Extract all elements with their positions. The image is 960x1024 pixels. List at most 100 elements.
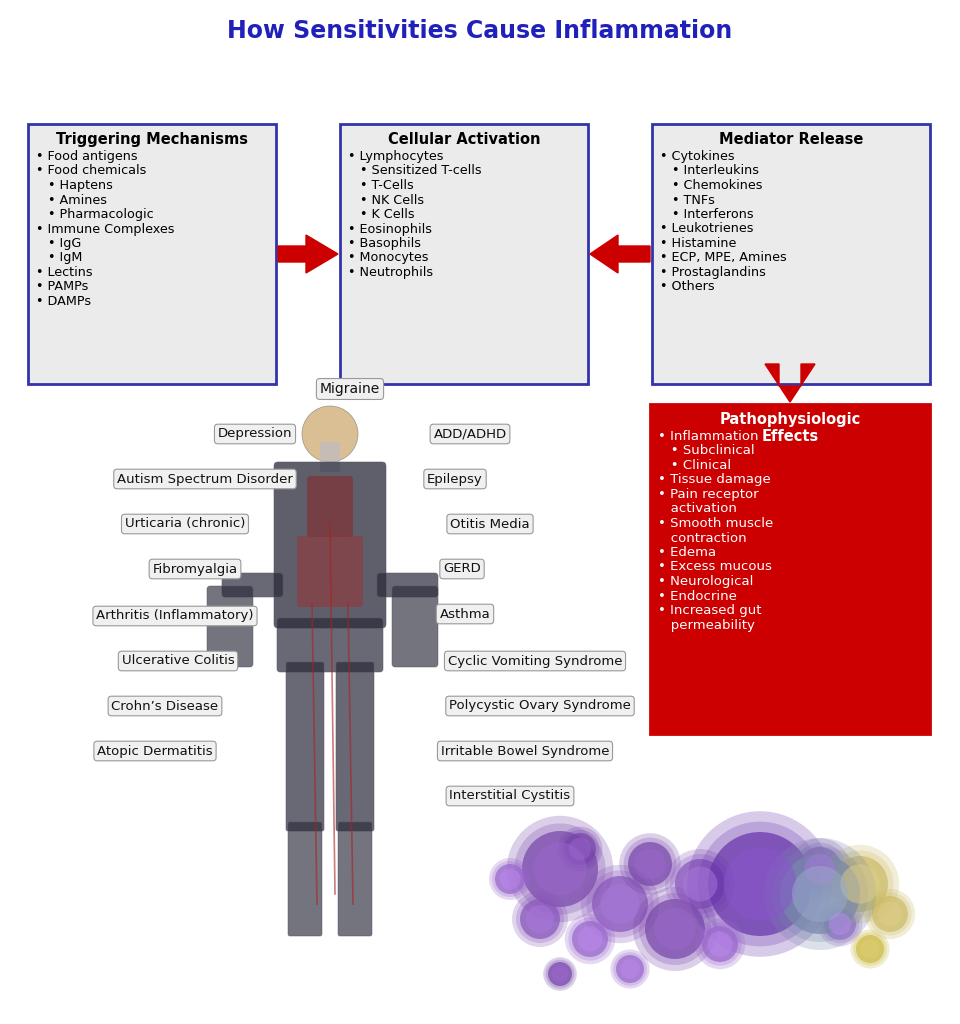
Text: • Amines: • Amines bbox=[36, 194, 107, 207]
Circle shape bbox=[568, 838, 591, 860]
Text: • Prostaglandins: • Prostaglandins bbox=[660, 266, 766, 279]
Circle shape bbox=[558, 826, 603, 871]
Circle shape bbox=[302, 406, 358, 462]
Circle shape bbox=[489, 858, 531, 900]
Circle shape bbox=[818, 901, 862, 946]
Circle shape bbox=[869, 892, 912, 936]
Text: • Cytokines: • Cytokines bbox=[660, 150, 734, 163]
Text: • Haptens: • Haptens bbox=[36, 179, 113, 193]
Text: Migraine: Migraine bbox=[320, 382, 380, 396]
Text: • DAMPs: • DAMPs bbox=[36, 295, 91, 308]
Text: • Tissue damage: • Tissue damage bbox=[658, 473, 771, 486]
Circle shape bbox=[499, 868, 520, 890]
Text: Depression: Depression bbox=[218, 427, 292, 440]
Circle shape bbox=[827, 850, 894, 918]
FancyBboxPatch shape bbox=[28, 124, 276, 384]
FancyBboxPatch shape bbox=[392, 586, 438, 667]
Circle shape bbox=[620, 959, 639, 979]
Text: • Clinical: • Clinical bbox=[658, 459, 732, 472]
Text: Triggering Mechanisms: Triggering Mechanisms bbox=[56, 132, 248, 147]
Circle shape bbox=[613, 952, 647, 986]
Circle shape bbox=[789, 839, 851, 900]
Circle shape bbox=[639, 893, 711, 965]
Text: contraction: contraction bbox=[658, 531, 747, 545]
Circle shape bbox=[534, 843, 587, 896]
Circle shape bbox=[512, 891, 568, 947]
Circle shape bbox=[804, 854, 835, 885]
Text: Epilepsy: Epilepsy bbox=[427, 472, 483, 485]
Circle shape bbox=[611, 949, 650, 988]
FancyBboxPatch shape bbox=[377, 573, 438, 597]
Text: Pathophysiologic
Effects: Pathophysiologic Effects bbox=[719, 412, 860, 444]
Text: • K Cells: • K Cells bbox=[348, 208, 415, 221]
Circle shape bbox=[792, 866, 848, 922]
Circle shape bbox=[702, 926, 738, 962]
Circle shape bbox=[522, 831, 598, 907]
Circle shape bbox=[794, 843, 847, 895]
Circle shape bbox=[828, 912, 852, 935]
Circle shape bbox=[515, 823, 606, 914]
Text: • Subclinical: • Subclinical bbox=[658, 444, 755, 458]
Text: • Sensitized T-cells: • Sensitized T-cells bbox=[348, 165, 482, 177]
Circle shape bbox=[577, 927, 603, 951]
Circle shape bbox=[840, 864, 879, 903]
Circle shape bbox=[526, 905, 554, 933]
Text: • Others: • Others bbox=[660, 281, 714, 294]
Text: • ECP, MPE, Amines: • ECP, MPE, Amines bbox=[660, 252, 787, 264]
Circle shape bbox=[654, 908, 696, 950]
Circle shape bbox=[856, 935, 884, 963]
Text: • Monocytes: • Monocytes bbox=[348, 252, 428, 264]
Text: Autism Spectrum Disorder: Autism Spectrum Disorder bbox=[117, 472, 293, 485]
Circle shape bbox=[764, 838, 876, 950]
Text: • Interleukins: • Interleukins bbox=[660, 165, 759, 177]
FancyBboxPatch shape bbox=[336, 662, 374, 831]
Text: Cyclic Vomiting Syndrome: Cyclic Vomiting Syndrome bbox=[447, 654, 622, 668]
Circle shape bbox=[772, 846, 868, 942]
Circle shape bbox=[600, 885, 639, 924]
Circle shape bbox=[543, 957, 577, 991]
Text: • Edema: • Edema bbox=[658, 546, 716, 559]
Circle shape bbox=[545, 959, 574, 988]
Text: Irritable Bowel Syndrome: Irritable Bowel Syndrome bbox=[441, 744, 610, 758]
Text: Polycystic Ovary Syndrome: Polycystic Ovary Syndrome bbox=[449, 699, 631, 713]
FancyBboxPatch shape bbox=[274, 462, 386, 628]
Text: • Immune Complexes: • Immune Complexes bbox=[36, 222, 175, 236]
Text: • Excess mucous: • Excess mucous bbox=[658, 560, 772, 573]
Text: • Chemokines: • Chemokines bbox=[660, 179, 762, 193]
Text: • Leukotrienes: • Leukotrienes bbox=[660, 222, 754, 236]
Text: Fibromyalgia: Fibromyalgia bbox=[153, 562, 237, 575]
Circle shape bbox=[832, 856, 888, 912]
Circle shape bbox=[724, 848, 797, 921]
Circle shape bbox=[633, 887, 717, 971]
Polygon shape bbox=[590, 234, 650, 273]
Text: How Sensitivities Cause Inflammation: How Sensitivities Cause Inflammation bbox=[228, 19, 732, 43]
Text: • Lymphocytes: • Lymphocytes bbox=[348, 150, 444, 163]
Text: • Pain receptor: • Pain receptor bbox=[658, 488, 758, 501]
Circle shape bbox=[616, 955, 644, 983]
Circle shape bbox=[548, 962, 572, 986]
Circle shape bbox=[798, 847, 842, 891]
Circle shape bbox=[624, 838, 677, 891]
FancyBboxPatch shape bbox=[207, 586, 253, 667]
FancyBboxPatch shape bbox=[650, 404, 930, 734]
Text: Otitis Media: Otitis Media bbox=[450, 517, 530, 530]
Circle shape bbox=[507, 816, 613, 923]
Text: • Neutrophils: • Neutrophils bbox=[348, 266, 433, 279]
Circle shape bbox=[708, 932, 732, 956]
Circle shape bbox=[695, 919, 745, 969]
Text: Atopic Dermatitis: Atopic Dermatitis bbox=[97, 744, 213, 758]
Text: Cellular Activation: Cellular Activation bbox=[388, 132, 540, 147]
Text: • PAMPs: • PAMPs bbox=[36, 281, 88, 294]
Text: • IgG: • IgG bbox=[36, 237, 82, 250]
Text: • Basophils: • Basophils bbox=[348, 237, 421, 250]
Text: Interstitial Cystitis: Interstitial Cystitis bbox=[449, 790, 570, 803]
Circle shape bbox=[645, 899, 705, 959]
Circle shape bbox=[821, 905, 859, 943]
Circle shape bbox=[564, 913, 615, 965]
Text: Asthma: Asthma bbox=[440, 607, 491, 621]
Text: • Increased gut: • Increased gut bbox=[658, 604, 761, 617]
FancyBboxPatch shape bbox=[652, 124, 930, 384]
Circle shape bbox=[628, 842, 672, 886]
Circle shape bbox=[698, 923, 741, 966]
Text: permeability: permeability bbox=[658, 618, 755, 632]
